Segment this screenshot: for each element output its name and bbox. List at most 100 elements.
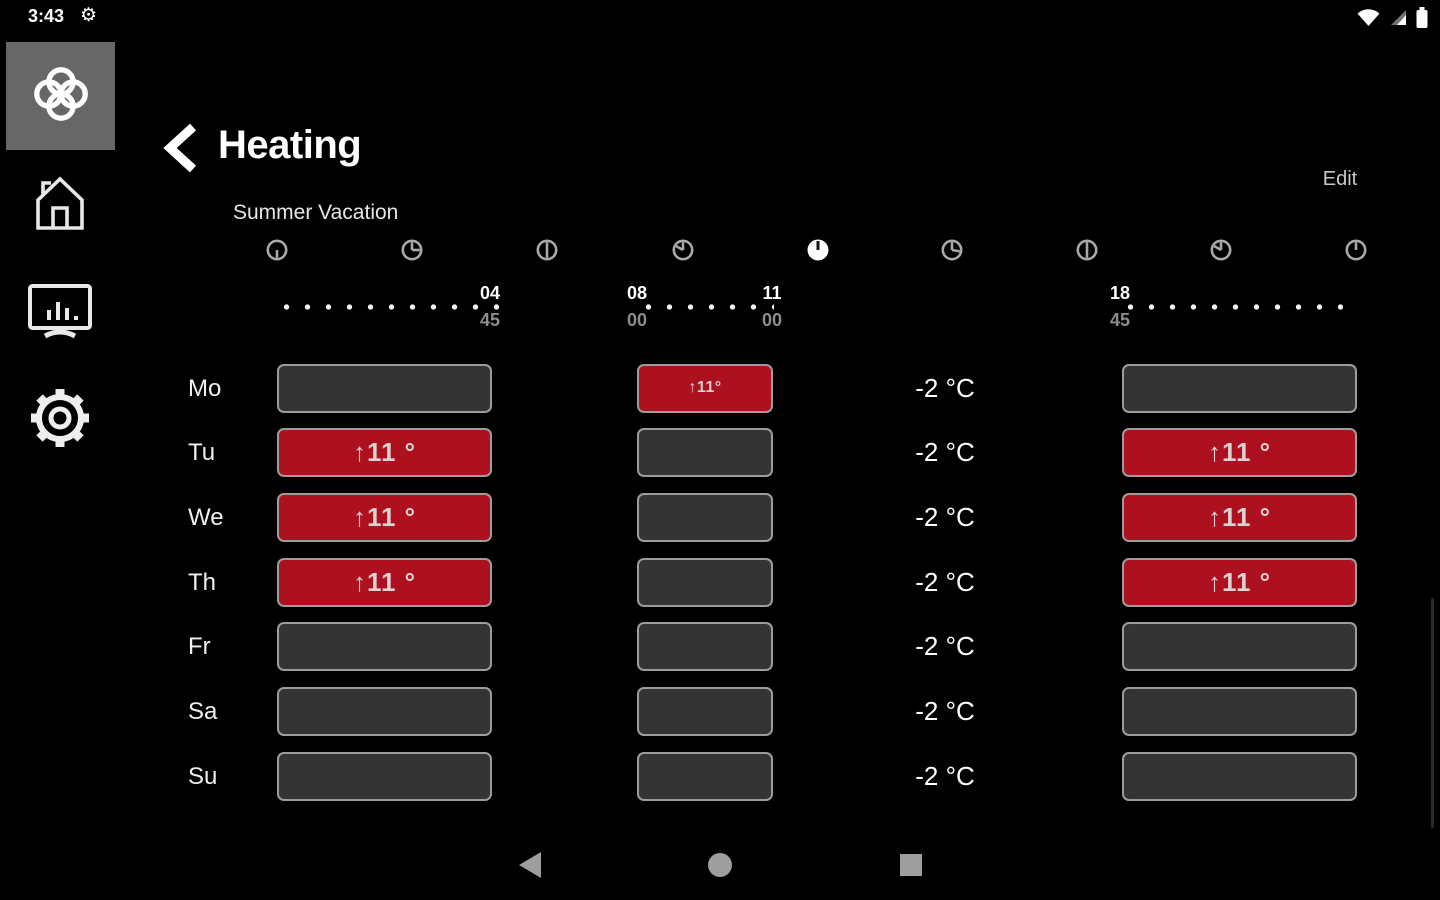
timeline-dot-segment-1 [276, 304, 506, 310]
schedule-cell-su-col2[interactable] [637, 751, 773, 801]
time-hour: 08 [626, 283, 648, 303]
time-minute: 00 [761, 310, 783, 330]
back-button[interactable] [160, 122, 206, 174]
schedule-cell-we-col1[interactable]: ↑11 ° [277, 492, 492, 542]
schedule-row-th: Th ↑11 ° ↑11 ° -2 °C [0, 557, 1440, 607]
schedule-row-su: Su -2 °C [0, 751, 1440, 801]
clock-icon-marker-2[interactable] [400, 238, 424, 262]
schedule-cell-mo-col4[interactable] [1122, 363, 1357, 413]
day-label: Mo [188, 374, 222, 402]
boost-temp-label: ↑11 ° [352, 501, 417, 532]
knot-logo-icon [30, 63, 92, 130]
boost-temp-label: ↑11 ° [352, 566, 417, 597]
back-triangle-icon [517, 851, 543, 882]
home-icon [30, 170, 90, 237]
day-label: Fr [188, 633, 211, 661]
status-gear-icon: ⚙ [80, 5, 98, 26]
schedule-row-tu: Tu ↑11 ° ↑11 ° -2 °C [0, 428, 1440, 478]
sidebar-item-settings[interactable] [22, 384, 98, 454]
timeline-time-label: 04 45 [468, 283, 512, 330]
schedule-cell-fr-col1[interactable] [277, 622, 492, 672]
nav-back-button[interactable] [512, 848, 548, 884]
schedule-row-we: We ↑11 ° ↑11 ° -2 °C [0, 492, 1440, 542]
clock-icon-marker-6[interactable] [940, 238, 964, 262]
gear-icon [28, 386, 92, 453]
schedule-cell-fr-col2[interactable] [637, 622, 773, 672]
day-label: Tu [188, 439, 216, 467]
time-hour: 11 [762, 283, 782, 303]
battery-icon [1416, 7, 1428, 33]
schedule-cell-tu-col1[interactable]: ↑11 ° [277, 428, 492, 478]
scrollbar[interactable] [1431, 598, 1434, 828]
day-label: Sa [188, 698, 218, 725]
schedule-cell-th-col1[interactable]: ↑11 ° [277, 557, 492, 607]
day-label: Su [188, 762, 218, 790]
page-title: Heating [218, 123, 362, 167]
sidebar-item-reports[interactable] [22, 277, 98, 347]
schedule-cell-th-col4[interactable]: ↑11 ° [1122, 557, 1357, 607]
boost-temp-label: ↑11 ° [352, 437, 417, 468]
boost-temp-label: ↑11° [688, 379, 722, 396]
schedule-cell-sa-col1[interactable] [277, 687, 492, 736]
boost-temp-label: ↑11 ° [1207, 566, 1272, 597]
timeline-dot-segment-3 [1120, 304, 1343, 310]
schedule-cell-mo-col1[interactable] [277, 363, 492, 413]
schedule-cell-mo-col2[interactable]: ↑11° [637, 363, 773, 413]
clock-icon-marker-1[interactable] [265, 238, 289, 262]
schedule-cell-th-col2[interactable] [637, 557, 773, 607]
nav-recents-button[interactable] [893, 848, 929, 884]
temp-offset-value: -2 °C [915, 696, 975, 726]
schedule-cell-su-col4[interactable] [1122, 751, 1357, 801]
schedule-row-mo: Mo ↑11° -2 °C [0, 363, 1440, 413]
day-label: Th [188, 568, 217, 596]
back-chevron-icon [160, 123, 206, 177]
clock-icon-marker-8[interactable] [1209, 238, 1233, 262]
boost-temp-label: ↑11 ° [1207, 437, 1272, 468]
sidebar-item-app-logo[interactable] [6, 42, 115, 150]
clock-icon-marker-4[interactable] [671, 238, 695, 262]
schedule-cell-fr-col4[interactable] [1122, 622, 1357, 672]
nav-home-button[interactable] [702, 848, 738, 884]
temp-offset-value: -2 °C [915, 631, 975, 662]
clock-icon-marker-3[interactable] [535, 238, 559, 262]
monitor-chart-icon [27, 282, 93, 343]
temp-offset-value: -2 °C [915, 566, 975, 597]
time-minute: 45 [1109, 310, 1131, 330]
temp-offset-value: -2 °C [915, 437, 975, 468]
home-circle-icon [707, 852, 733, 881]
temp-offset-value: -2 °C [915, 760, 975, 791]
edit-button[interactable]: Edit [1308, 168, 1372, 191]
schedule-cell-we-col4[interactable]: ↑11 ° [1122, 492, 1357, 542]
day-label: We [188, 503, 224, 531]
schedule-row-sa: Sa -2 °C [0, 687, 1440, 736]
schedule-cell-sa-col2[interactable] [637, 687, 773, 736]
sidebar-item-home[interactable] [22, 168, 98, 238]
status-time: 3:43 [28, 6, 65, 26]
status-icons [1356, 7, 1428, 33]
temp-offset-value: -2 °C [915, 372, 975, 403]
time-hour: 04 [479, 283, 501, 303]
timeline-time-label: 08 00 [615, 283, 659, 330]
cell-signal-icon [1390, 9, 1407, 31]
boost-temp-label: ↑11 ° [1207, 501, 1272, 532]
schedule-cell-tu-col2[interactable] [637, 428, 773, 478]
timeline-time-label: 11 00 [750, 283, 794, 330]
time-minute: 00 [626, 310, 648, 330]
schedule-cell-we-col2[interactable] [637, 492, 773, 542]
schedule-row-fr: Fr -2 °C [0, 622, 1440, 672]
timeline-dot-segment-2 [638, 304, 774, 310]
temp-offset-value: -2 °C [915, 501, 975, 532]
schedule-cell-tu-col4[interactable]: ↑11 ° [1122, 428, 1357, 478]
recents-square-icon [899, 853, 923, 880]
wifi-icon [1356, 8, 1381, 32]
clock-icon-marker-7[interactable] [1075, 238, 1099, 262]
timeline-time-label: 18 45 [1098, 283, 1142, 330]
schedule-cell-su-col1[interactable] [277, 751, 492, 801]
clock-icon-marker-9[interactable] [1344, 238, 1368, 262]
schedule-cell-sa-col4[interactable] [1122, 687, 1357, 736]
program-name-label: Summer Vacation [233, 201, 399, 224]
clock-icon-marker-5-selected[interactable] [806, 238, 830, 262]
time-minute: 45 [479, 310, 501, 330]
time-hour: 18 [1109, 283, 1131, 303]
